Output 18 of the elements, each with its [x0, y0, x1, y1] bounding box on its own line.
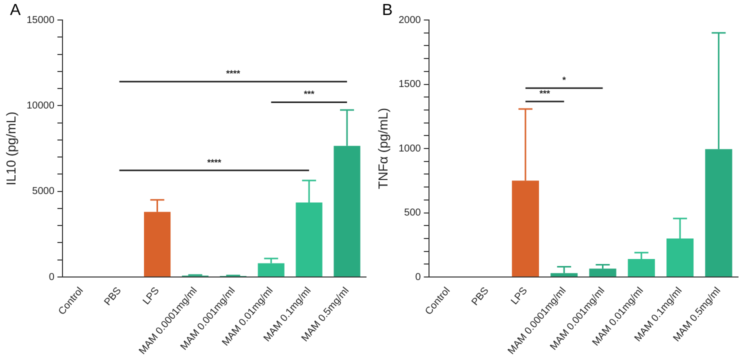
y-axis-title: IL10 (pg/mL)	[3, 112, 18, 186]
y-tick-label: 1000	[398, 143, 422, 154]
y-tick-label: 500	[404, 208, 422, 218]
y-tick-label: 15000	[26, 14, 55, 26]
annotation: ****	[207, 157, 222, 168]
y-tick-label: 0	[415, 272, 422, 283]
y-tick-label: 0	[48, 272, 55, 283]
y-tick-label: 2000	[398, 14, 422, 26]
chart-title: B	[382, 2, 393, 20]
annotation: ****	[226, 68, 241, 79]
annotation: *	[562, 75, 566, 86]
y-axis-title: TNFα (pg/mL)	[375, 108, 390, 190]
chart-title: A	[10, 2, 21, 20]
annotation: ***	[540, 88, 551, 98]
y-tick-label: 10000	[26, 100, 55, 112]
y-tick-label: 5000	[32, 186, 55, 198]
y-tick-label: 1500	[398, 79, 422, 90]
annotation: ***	[304, 89, 315, 100]
